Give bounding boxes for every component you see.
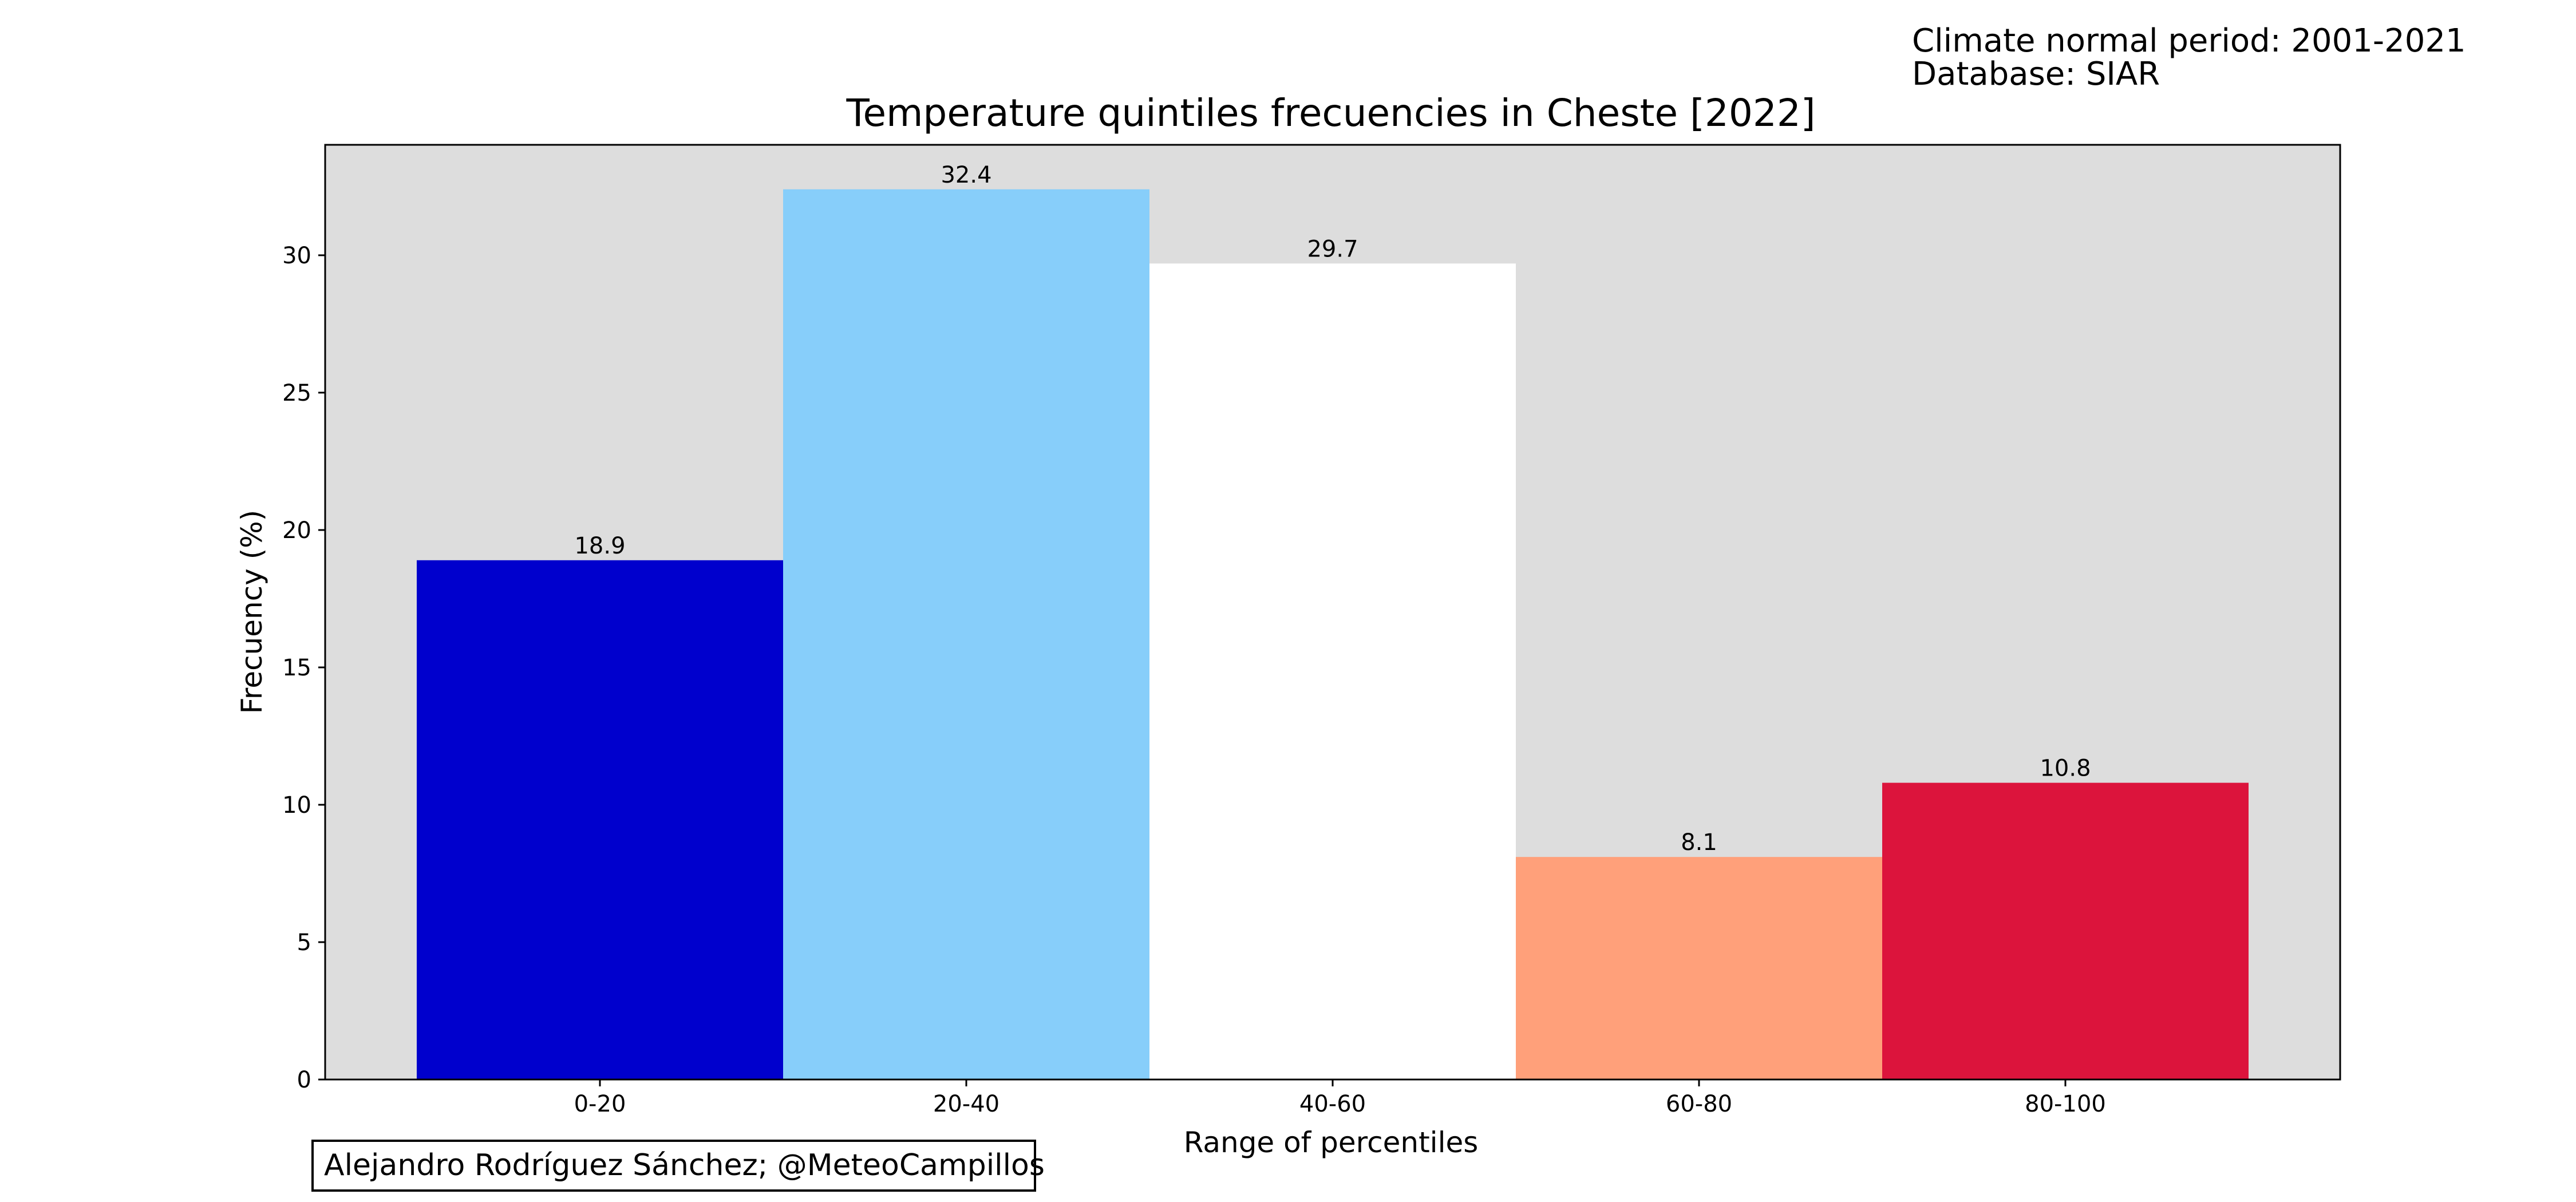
- x-tick-label: 0-20: [574, 1091, 626, 1117]
- y-axis: 0 5 10 15 20 25 30: [282, 243, 325, 1093]
- chart-title: Temperature quintiles frecuencies in Che…: [846, 91, 1815, 135]
- database-note: Database: SIAR: [1912, 56, 2160, 93]
- bars-layer: [417, 189, 2249, 1080]
- bar-value-label: 10.8: [2040, 756, 2091, 782]
- x-axis-label: Range of percentiles: [1184, 1126, 1479, 1159]
- y-tick-label: 30: [282, 243, 311, 269]
- x-tick-label: 80-100: [2025, 1091, 2106, 1117]
- x-tick-label: 60-80: [1666, 1091, 1732, 1117]
- y-tick-label: 10: [282, 792, 311, 819]
- bar-value-label: 29.7: [1307, 236, 1358, 262]
- x-axis: 0-20 20-40 40-60 60-80 80-100: [574, 1080, 2106, 1117]
- y-tick-label: 0: [297, 1067, 311, 1093]
- x-tick-label: 20-40: [933, 1091, 999, 1117]
- bar-80-100: [1882, 782, 2249, 1080]
- climate-normal-note: Climate normal period: 2001-2021: [1912, 22, 2466, 60]
- x-tick-label: 40-60: [1299, 1091, 1366, 1117]
- credit-text: Alejandro Rodríguez Sánchez; @MeteoCampi…: [324, 1148, 1045, 1183]
- bar-value-label: 32.4: [941, 162, 991, 188]
- bar-60-80: [1516, 857, 1882, 1080]
- y-tick-label: 25: [282, 380, 311, 406]
- y-tick-label: 15: [282, 655, 311, 681]
- y-tick-label: 20: [282, 517, 311, 544]
- y-axis-label: Frecuency (%): [235, 510, 268, 714]
- credit-box: [311, 1140, 1036, 1192]
- bar-0-20: [417, 560, 783, 1080]
- bar-value-label: 18.9: [574, 533, 625, 559]
- bar-40-60: [1149, 263, 1516, 1080]
- value-labels-layer: 18.9 32.4 29.7 8.1 10.8: [574, 162, 2091, 856]
- bar-20-40: [783, 189, 1149, 1080]
- bar-value-label: 8.1: [1681, 829, 1717, 856]
- y-tick-label: 5: [297, 930, 311, 956]
